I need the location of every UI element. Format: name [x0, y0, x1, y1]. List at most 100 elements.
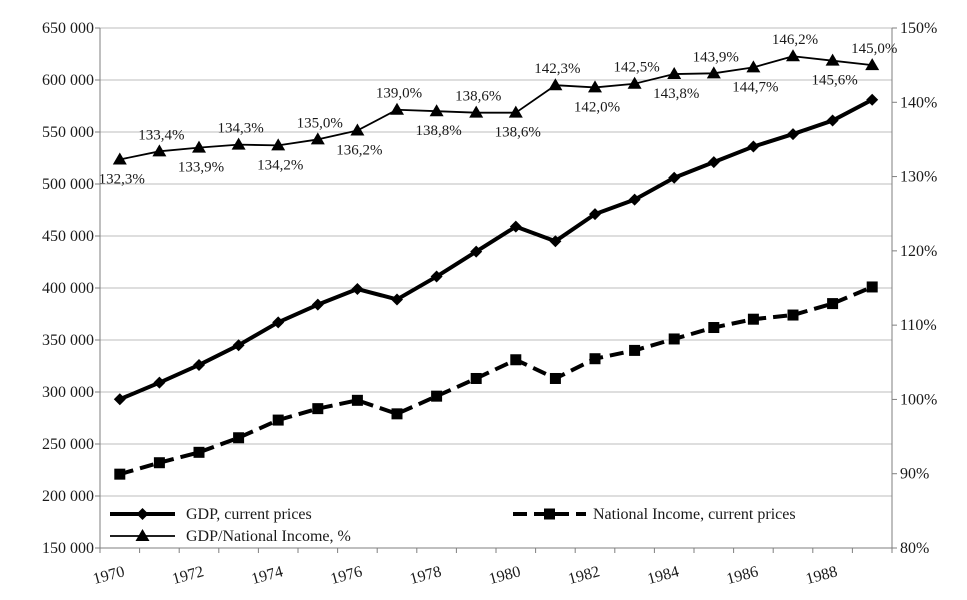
- data-point-1-15: [708, 322, 720, 334]
- data-point-0-16: [747, 140, 760, 153]
- data-point-0-1: [153, 376, 166, 389]
- data-label: 142,0%: [574, 99, 620, 115]
- data-point-0-0: [113, 393, 126, 406]
- legend: GDP, current prices National Income, curr…: [110, 506, 796, 545]
- data-label: 136,2%: [336, 143, 382, 159]
- left-tick-label: 550 000: [42, 124, 94, 141]
- data-point-1-10: [510, 354, 522, 366]
- data-point-0-19: [866, 93, 879, 106]
- data-label: 134,2%: [257, 157, 303, 173]
- data-label: 143,9%: [693, 49, 739, 65]
- data-point-0-12: [589, 208, 601, 221]
- data-point-1-17: [787, 309, 799, 321]
- x-tick-label: 1984: [646, 563, 681, 588]
- data-point-2-12: [588, 80, 602, 93]
- left-tick-label: 300 000: [42, 384, 94, 401]
- data-point-1-4: [272, 414, 284, 426]
- data-point-1-12: [589, 353, 601, 365]
- data-label: 146,2%: [772, 32, 818, 48]
- legend-marker-0: [136, 508, 149, 520]
- x-tick-label: 1976: [329, 563, 364, 588]
- legend-label-1: National Income, current prices: [593, 506, 796, 523]
- data-point-0-10: [509, 220, 522, 233]
- data-point-2-0: [112, 152, 127, 165]
- data-point-0-14: [668, 171, 681, 184]
- data-point-0-4: [272, 316, 285, 329]
- left-tick-label: 250 000: [42, 436, 94, 453]
- data-label: 143,8%: [653, 86, 699, 102]
- data-point-0-8: [430, 270, 443, 283]
- data-label: 138,6%: [455, 89, 501, 105]
- legend-marker-1: [544, 508, 555, 520]
- data-point-2-1: [152, 144, 167, 157]
- data-point-0-6: [351, 283, 364, 296]
- data-label: 145,6%: [811, 73, 857, 89]
- data-point-1-2: [193, 446, 205, 458]
- x-tick-label: 1980: [487, 563, 522, 588]
- left-axis-tick-labels: 150 000 200 000 250 000 300 000 350 000 400 0…: [42, 20, 94, 557]
- left-tick-label: 350 000: [42, 332, 94, 349]
- right-tick-label: 140%: [900, 94, 937, 111]
- data-point-1-6: [351, 394, 363, 406]
- data-point-2-9: [469, 105, 484, 118]
- data-point-2-10: [508, 105, 523, 118]
- data-point-1-9: [470, 372, 482, 384]
- data-label: 134,3%: [217, 121, 263, 137]
- data-point-1-14: [668, 333, 680, 345]
- data-point-0-3: [232, 339, 245, 352]
- data-label: 142,5%: [613, 60, 659, 76]
- right-tick-label: 110%: [900, 317, 937, 334]
- left-tick-label: 450 000: [42, 228, 94, 245]
- data-point-2-8: [429, 104, 444, 117]
- data-point-2-3: [231, 137, 246, 150]
- data-point-2-16: [746, 60, 761, 73]
- data-point-2-11: [548, 78, 563, 91]
- data-label: 133,4%: [138, 127, 184, 143]
- data-point-2-14: [667, 67, 682, 80]
- data-label: 132,3%: [99, 171, 145, 187]
- data-point-0-7: [391, 293, 403, 306]
- data-point-2-6: [350, 123, 365, 136]
- x-tick-label: 1982: [566, 563, 601, 588]
- legend-label-0: GDP, current prices: [186, 506, 312, 523]
- left-tick-label: 600 000: [42, 72, 94, 89]
- legend-marker-2: [135, 529, 150, 541]
- data-point-0-5: [311, 298, 324, 311]
- data-label: 139,0%: [376, 86, 422, 102]
- data-point-1-7: [391, 408, 403, 420]
- data-point-0-9: [470, 245, 483, 258]
- right-axis-tick-labels: 80% 90% 100% 110% 120% 130% 140% 150%: [900, 20, 937, 557]
- data-point-1-3: [233, 432, 245, 444]
- data-point-2-7: [390, 102, 404, 115]
- axes: [95, 27, 897, 553]
- data-point-0-17: [787, 128, 799, 141]
- data-point-1-8: [431, 390, 443, 402]
- x-tick-label: 1974: [250, 563, 285, 588]
- x-tick-label: 1988: [804, 563, 839, 588]
- left-tick-label: 650 000: [42, 20, 94, 37]
- data-point-0-13: [628, 193, 641, 206]
- x-tick-label: 1972: [170, 563, 205, 588]
- gridlines: [100, 27, 892, 497]
- data-point-2-15: [706, 66, 721, 79]
- series-line-0: [119, 97, 874, 402]
- x-tick-label: 1978: [408, 563, 443, 588]
- x-tick-label: 1970: [91, 563, 126, 588]
- data-label: 142,3%: [534, 61, 580, 77]
- legend-label-2: GDP/National Income, %: [186, 528, 351, 545]
- data-point-1-0: [114, 468, 126, 480]
- data-point-1-19: [866, 281, 878, 293]
- data-label: 138,6%: [495, 125, 541, 141]
- data-point-1-5: [312, 403, 324, 415]
- data-point-0-2: [193, 358, 205, 371]
- data-label: 135,0%: [297, 115, 343, 131]
- right-tick-label: 150%: [900, 20, 937, 37]
- x-tick-label: 1986: [725, 563, 760, 588]
- series-line-2: [119, 55, 873, 161]
- series-line-1: [119, 285, 873, 477]
- left-tick-label: 150 000: [42, 540, 94, 557]
- data-label: 138,8%: [415, 123, 461, 139]
- data-point-0-11: [549, 235, 562, 248]
